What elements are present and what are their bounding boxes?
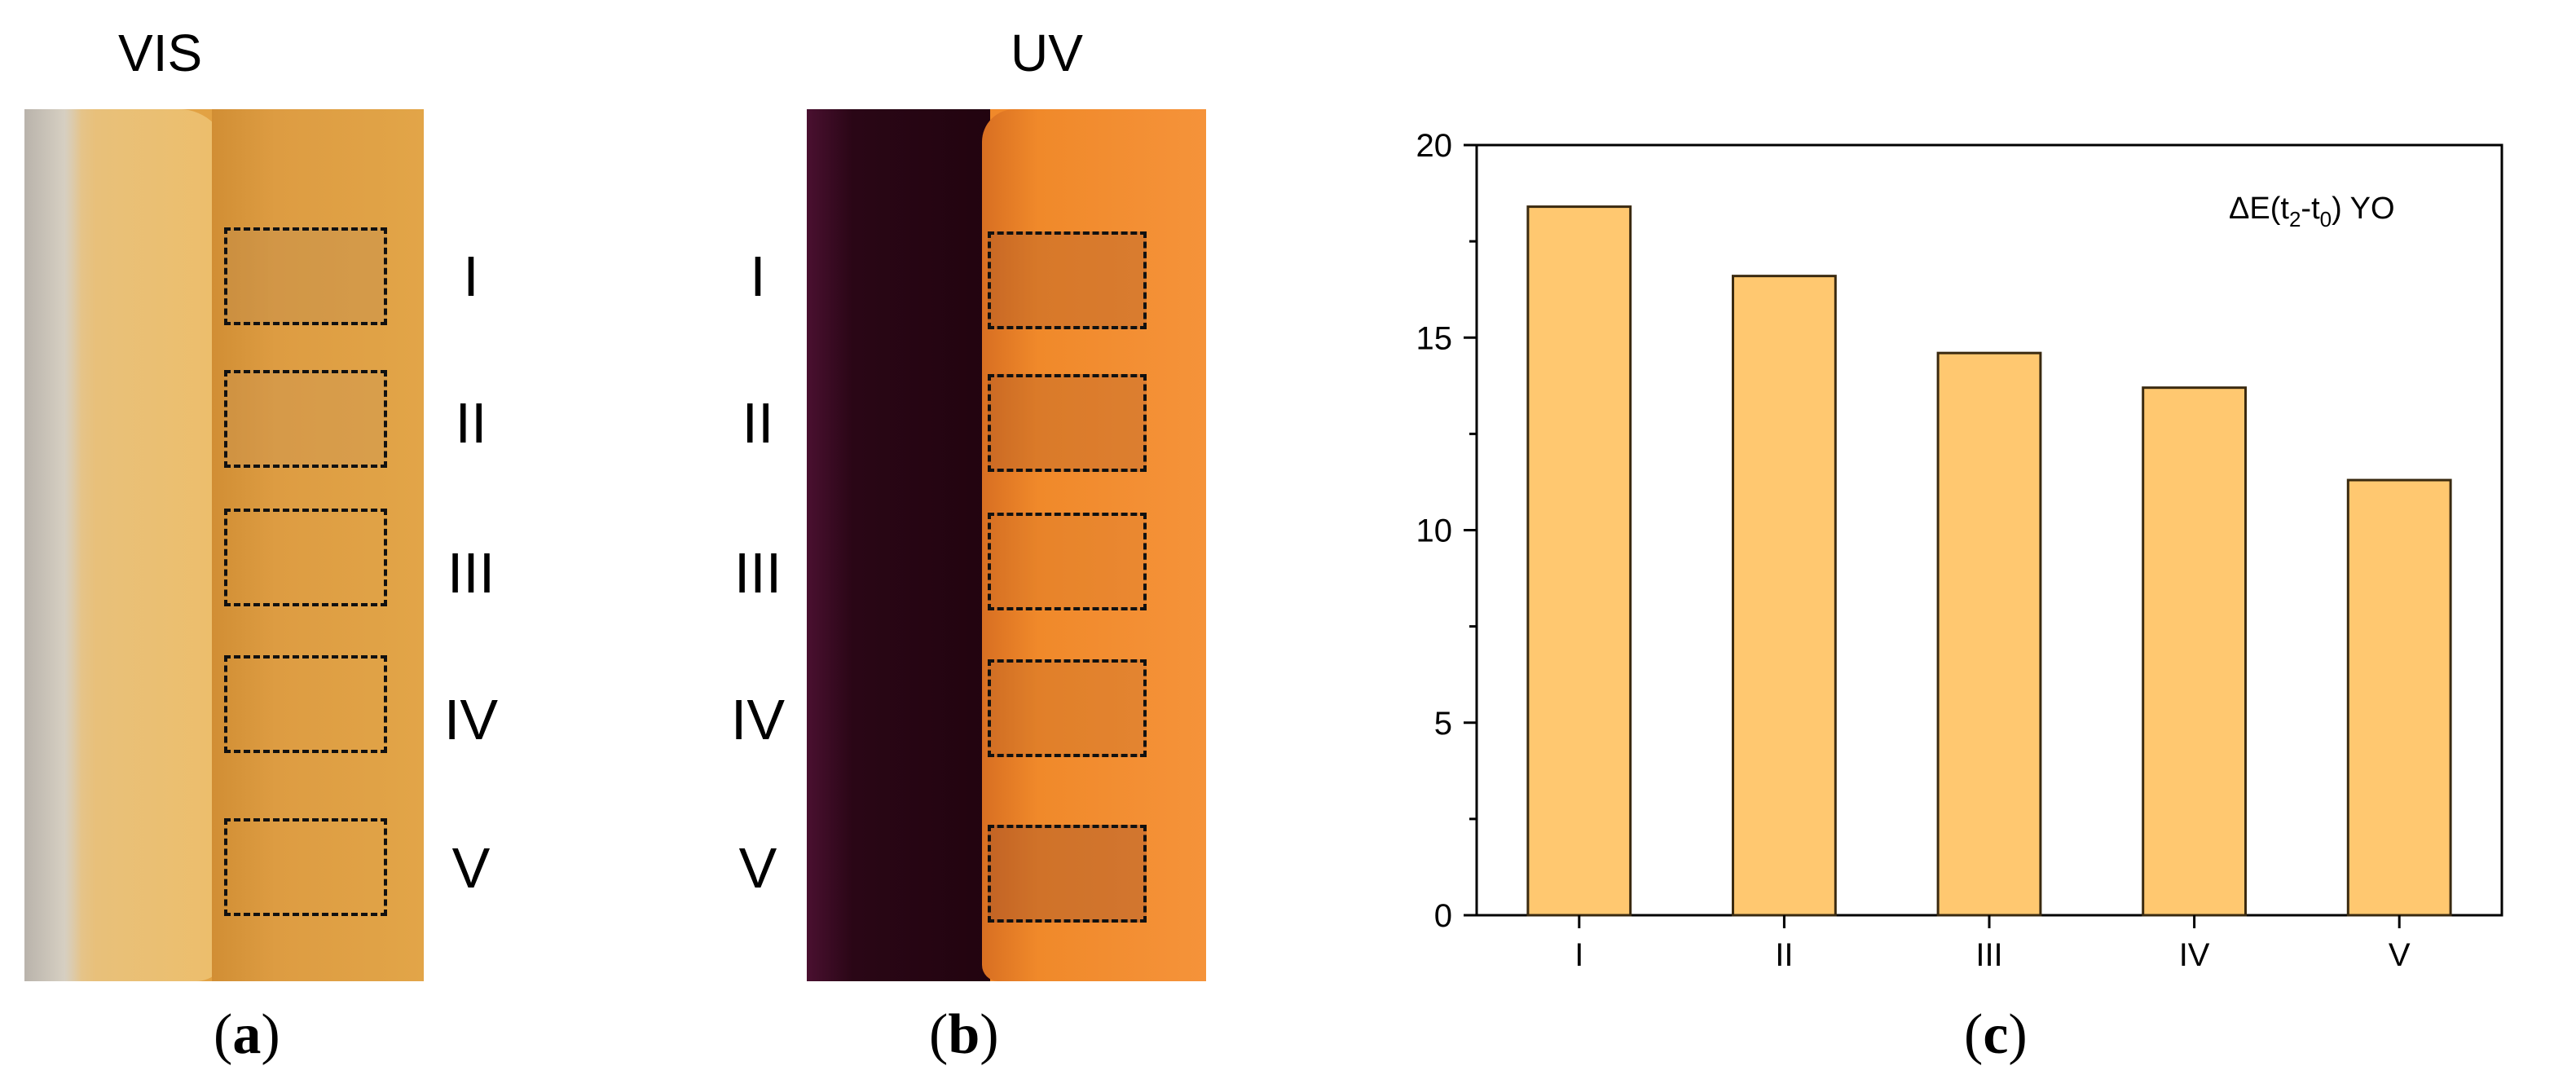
vis-region-box-2 [224, 370, 387, 468]
uv-region-box-5 [988, 825, 1147, 923]
vis-region-box-1 [224, 227, 387, 325]
y-tick-label-5: 5 [1434, 706, 1452, 742]
uv-label-I: I [750, 244, 766, 308]
vis-region-box-5 [224, 818, 387, 916]
panel-b-title: UV [1011, 24, 1083, 82]
x-tick-label-V: V [2389, 937, 2411, 973]
vis-region-box-4 [224, 655, 387, 753]
bar-V [2346, 478, 2452, 917]
uv-dark-region [807, 109, 990, 981]
vis-darker-band [212, 109, 424, 981]
vis-label-II: II [455, 391, 487, 455]
uv-region-box-4 [988, 659, 1147, 757]
y-tick-label-10: 10 [1416, 513, 1453, 549]
uv-region-box-2 [988, 374, 1147, 472]
vis-region-box-3 [224, 509, 387, 606]
bar-III [1936, 351, 2042, 917]
caption-b: (b) [929, 1003, 999, 1066]
y-tick-label-20: 20 [1416, 128, 1453, 164]
x-tick-label-II: II [1775, 937, 1793, 973]
uv-label-IV: IV [730, 688, 786, 751]
panel-a-title: VIS [118, 24, 203, 82]
caption-c: (c) [1964, 1003, 2028, 1066]
x-tick-label-I: I [1574, 937, 1583, 973]
uv-label-III: III [733, 541, 782, 605]
bar-I [1526, 205, 1632, 917]
uv-sample-photo [807, 109, 1206, 981]
vis-label-I: I [463, 244, 479, 308]
uv-label-II: II [742, 391, 774, 455]
caption-a: (a) [214, 1003, 280, 1066]
uv-label-V: V [738, 836, 777, 900]
legend-label: ΔE(t2-t0) YO [2229, 192, 2395, 231]
vis-grey-edge [24, 109, 81, 981]
vis-label-V: V [451, 836, 491, 900]
x-tick-label-III: III [1975, 937, 2002, 973]
vis-label-III: III [447, 541, 495, 605]
uv-region-box-1 [988, 231, 1147, 329]
x-tick-label-IV: IV [2179, 937, 2210, 973]
uv-region-box-3 [988, 513, 1147, 610]
y-tick-label-0: 0 [1434, 898, 1452, 934]
vis-sample-photo [24, 109, 424, 981]
vis-label-IV: IV [443, 688, 499, 751]
bar-IV [2142, 386, 2247, 917]
bar-II [1732, 275, 1837, 917]
uv-orange-region [982, 109, 1206, 981]
y-tick-label-15: 15 [1416, 320, 1453, 356]
